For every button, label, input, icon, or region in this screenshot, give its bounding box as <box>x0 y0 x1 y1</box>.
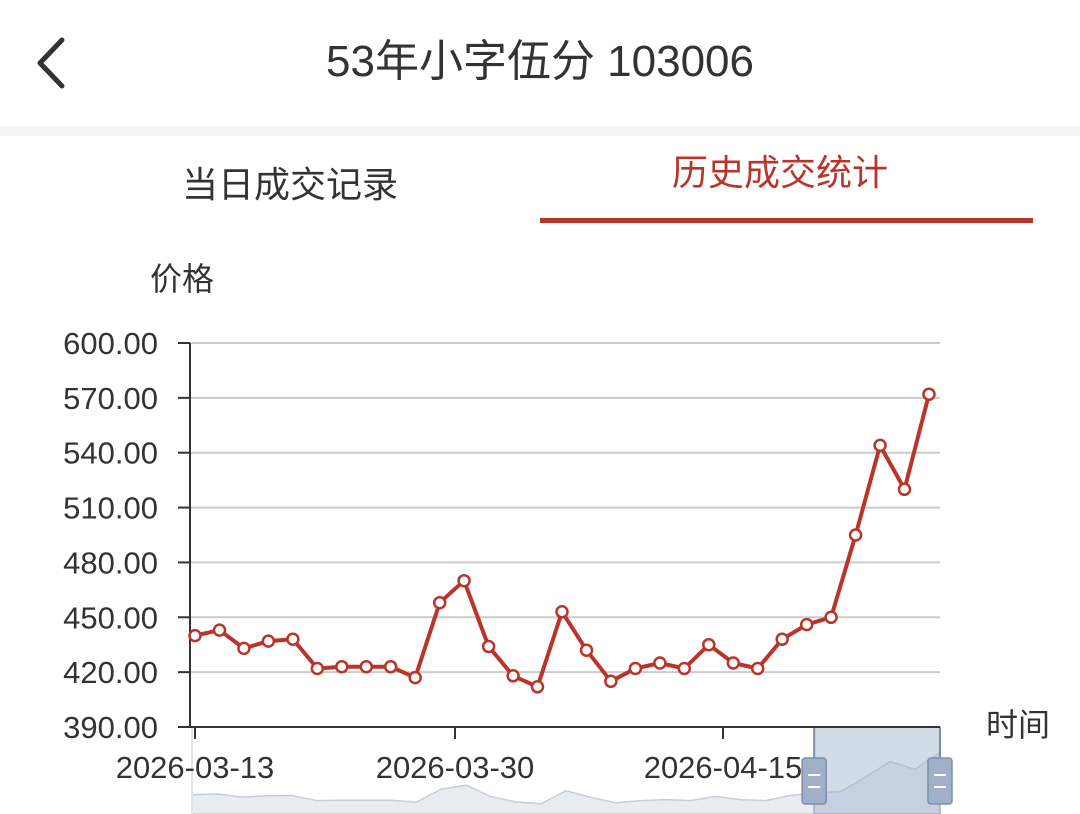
data-point <box>702 637 716 652</box>
data-point <box>188 628 202 643</box>
y-tick-label: 570.00 <box>63 381 158 416</box>
data-point <box>897 482 912 497</box>
x-tick-label: 2026-04-15 <box>644 750 803 785</box>
y-tick-label: 480.00 <box>63 545 158 580</box>
data-point <box>530 680 545 694</box>
data-point <box>653 656 667 670</box>
handle-body <box>927 757 953 805</box>
y-tick-label: 600.00 <box>63 326 158 361</box>
drag-handle-icon[interactable] <box>927 727 953 805</box>
x-tick-label: 2026-03-13 <box>116 750 275 785</box>
x-axis-title: 时间 <box>986 707 1050 743</box>
y-tick-label: 540.00 <box>63 436 158 471</box>
header: 53年小字伍分 103006 <box>0 0 1080 126</box>
data-point <box>555 605 569 619</box>
tab-history-stats[interactable]: 历史成交统计 <box>672 152 889 193</box>
data-point <box>579 643 594 657</box>
data-point <box>726 656 741 670</box>
data-point <box>677 661 692 676</box>
data-point <box>457 573 471 588</box>
data-point <box>604 674 618 689</box>
handle-body <box>801 757 827 805</box>
data-point <box>481 639 496 654</box>
data-point <box>848 528 863 542</box>
data-point <box>261 634 276 648</box>
data-point <box>824 610 838 625</box>
page-title: 53年小字伍分 103006 <box>326 37 754 86</box>
data-point <box>750 661 765 676</box>
data-point <box>873 438 887 453</box>
price-series-line <box>194 393 931 689</box>
drag-handle-icon[interactable] <box>801 727 827 805</box>
price-chart: 390.00 420.00 450.00 480.00 510.00 540.00 570.… <box>0 240 1080 814</box>
data-point <box>506 669 520 683</box>
back-button[interactable] <box>30 32 80 92</box>
y-tick-label: 420.00 <box>63 655 158 690</box>
data-point <box>799 617 814 632</box>
tab-daily-records[interactable]: 当日成交记录 <box>182 164 399 205</box>
y-tick-label: 510.00 <box>63 491 158 526</box>
y-tick-label: 450.00 <box>63 600 158 635</box>
y-axis-title: 价格 <box>150 261 214 297</box>
data-point <box>359 659 374 674</box>
data-point <box>775 632 789 646</box>
data-point <box>432 595 447 610</box>
data-point <box>286 632 300 646</box>
data-point <box>922 387 936 401</box>
data-point <box>310 661 325 676</box>
data-point <box>212 623 227 637</box>
zoom-selection-window[interactable] <box>813 726 941 814</box>
chevron-left-icon <box>37 37 65 89</box>
active-tab-indicator <box>540 218 1033 223</box>
x-tick-label: 2026-03-30 <box>376 750 535 785</box>
data-point <box>335 659 349 674</box>
zoom-overview-area <box>191 751 941 814</box>
data-point <box>408 670 422 685</box>
chart-svg: 390.00 420.00 450.00 480.00 510.00 540.00 570.… <box>63 261 1050 814</box>
data-point <box>628 661 643 676</box>
data-point <box>237 641 251 656</box>
header-divider <box>0 126 1080 136</box>
y-tick-label: 390.00 <box>63 710 158 745</box>
data-point <box>383 659 398 674</box>
